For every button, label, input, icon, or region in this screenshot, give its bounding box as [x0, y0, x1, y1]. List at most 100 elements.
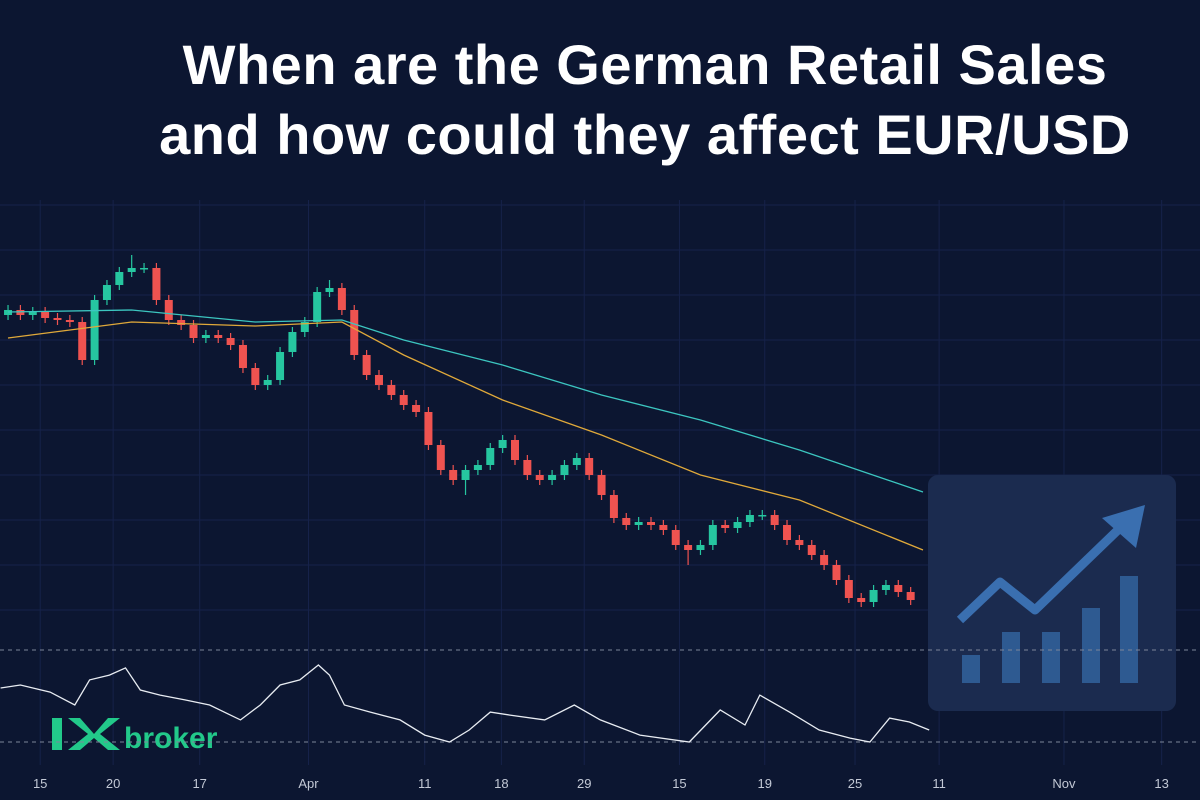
candle-body — [832, 565, 841, 580]
candle-body — [498, 440, 507, 448]
x-tick-label: 15 — [33, 776, 47, 791]
candle-body — [548, 475, 557, 480]
candle-body — [152, 268, 161, 300]
candle-body — [622, 518, 631, 525]
candle-body — [337, 288, 346, 310]
x-tick-label: 29 — [577, 776, 591, 791]
candle-body — [647, 522, 656, 525]
candle-body — [473, 465, 482, 470]
icon-bar — [1082, 608, 1100, 683]
candle-body — [684, 545, 693, 550]
plot-area — [4, 255, 924, 607]
logo-mark — [68, 718, 120, 750]
candle-body — [745, 515, 754, 522]
x-tick-label: 20 — [106, 776, 120, 791]
candle-body — [844, 580, 853, 598]
candle-body — [362, 355, 371, 375]
candle-body — [201, 335, 210, 338]
candle-body — [350, 310, 359, 355]
candle-body — [436, 445, 445, 470]
candle-body — [795, 540, 804, 545]
x-tick-label: 17 — [192, 776, 206, 791]
candle-body — [313, 292, 322, 322]
icon-arrow — [956, 524, 1124, 624]
candle-body — [399, 395, 408, 405]
candle-body — [721, 525, 730, 528]
logo-mark — [52, 718, 62, 750]
candle-body — [115, 272, 124, 285]
candle-body — [770, 515, 779, 525]
x-tick-label: 18 — [494, 776, 508, 791]
candle-body — [758, 515, 767, 517]
title-line: and how could they affect EUR/USD — [159, 103, 1131, 166]
x-tick-label: Apr — [298, 776, 319, 791]
candle-body — [164, 300, 173, 320]
candle-body — [461, 470, 470, 480]
x-tick-label: 11 — [932, 776, 946, 791]
candle-body — [325, 288, 334, 292]
logo: broker — [52, 718, 218, 755]
x-tick-label: 19 — [758, 776, 772, 791]
title-line: When are the German Retail Sales — [182, 33, 1108, 96]
candle-body — [510, 440, 519, 460]
candle-body — [177, 320, 186, 325]
candle-body — [424, 412, 433, 445]
icon-bar — [962, 655, 980, 683]
candle-body — [820, 555, 829, 565]
candle-body — [28, 312, 37, 315]
candle-body — [597, 475, 606, 495]
candle-body — [894, 585, 903, 592]
candle-body — [671, 530, 680, 545]
icon-bar — [1042, 632, 1060, 683]
candle-body — [486, 448, 495, 465]
candle-body — [572, 458, 581, 465]
candle-body — [733, 522, 742, 528]
icon-bar — [1002, 632, 1020, 683]
candle-body — [881, 585, 890, 590]
candle-body — [696, 545, 705, 550]
moving-average — [7, 321, 924, 551]
candle-body — [65, 320, 74, 322]
candle-body — [523, 460, 532, 475]
candle-body — [238, 345, 247, 368]
x-tick-label: 11 — [418, 776, 432, 791]
candle-body — [387, 385, 396, 395]
candle-body — [251, 368, 260, 385]
icon-arrow-head — [1102, 505, 1145, 548]
x-tick-label: 13 — [1154, 776, 1168, 791]
candle-body — [906, 592, 915, 600]
icon-bar — [1120, 576, 1138, 683]
candle-body — [127, 268, 136, 272]
candle-body — [374, 375, 383, 385]
candle-body — [634, 522, 643, 525]
candle-body — [585, 458, 594, 475]
candle-body — [140, 268, 149, 270]
oscillator-line — [0, 664, 930, 743]
candle-body — [659, 525, 668, 530]
candle-body — [263, 380, 272, 385]
candle-body — [857, 598, 866, 602]
candle-body — [300, 322, 309, 332]
candle-body — [783, 525, 792, 540]
candle-body — [41, 312, 50, 318]
candle-body — [869, 590, 878, 602]
candle-body — [535, 475, 544, 480]
logo-text: broker — [124, 722, 218, 755]
candle-body — [78, 322, 87, 360]
candle-body — [102, 285, 111, 300]
candle-body — [560, 465, 569, 475]
candle-body — [90, 300, 99, 360]
candle-body — [807, 545, 816, 555]
candle-body — [189, 325, 198, 338]
title: When are the German Retail Sales and how… — [100, 30, 1190, 170]
candle-body — [609, 495, 618, 518]
x-tick-label: Nov — [1052, 776, 1076, 791]
candle-body — [412, 405, 421, 412]
candle-body — [16, 310, 25, 315]
candle-body — [276, 352, 285, 380]
candle-body — [214, 335, 223, 338]
candle-body — [708, 525, 717, 545]
candle-body — [288, 332, 297, 352]
